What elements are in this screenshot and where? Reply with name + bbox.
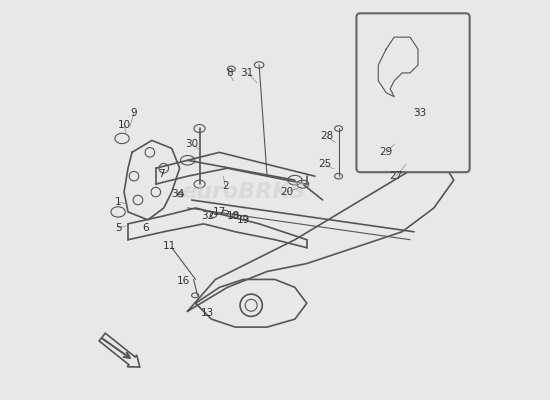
Text: 17: 17 — [213, 207, 226, 217]
Text: 32: 32 — [201, 211, 214, 221]
Text: 9: 9 — [131, 108, 138, 118]
Text: euroBRKS: euroBRKS — [181, 182, 306, 202]
Text: 25: 25 — [318, 159, 331, 169]
Text: 34: 34 — [171, 189, 184, 199]
Text: 27: 27 — [389, 171, 403, 181]
FancyArrow shape — [99, 333, 140, 367]
Text: 30: 30 — [185, 139, 198, 149]
Text: 16: 16 — [177, 276, 190, 286]
Text: 19: 19 — [236, 215, 250, 225]
Text: 2: 2 — [222, 181, 229, 191]
Text: 18: 18 — [227, 211, 240, 221]
FancyBboxPatch shape — [356, 13, 470, 172]
Text: 13: 13 — [201, 308, 214, 318]
Text: 10: 10 — [118, 120, 130, 130]
Text: 28: 28 — [320, 132, 333, 142]
Text: 20: 20 — [280, 187, 294, 197]
Text: 11: 11 — [163, 241, 177, 251]
Text: 7: 7 — [158, 169, 165, 179]
Text: 33: 33 — [414, 108, 427, 118]
Text: 6: 6 — [142, 223, 149, 233]
Text: 29: 29 — [379, 147, 393, 157]
Text: 8: 8 — [226, 68, 233, 78]
Text: 1: 1 — [115, 197, 122, 207]
Text: 31: 31 — [240, 68, 254, 78]
Text: 5: 5 — [115, 223, 122, 233]
